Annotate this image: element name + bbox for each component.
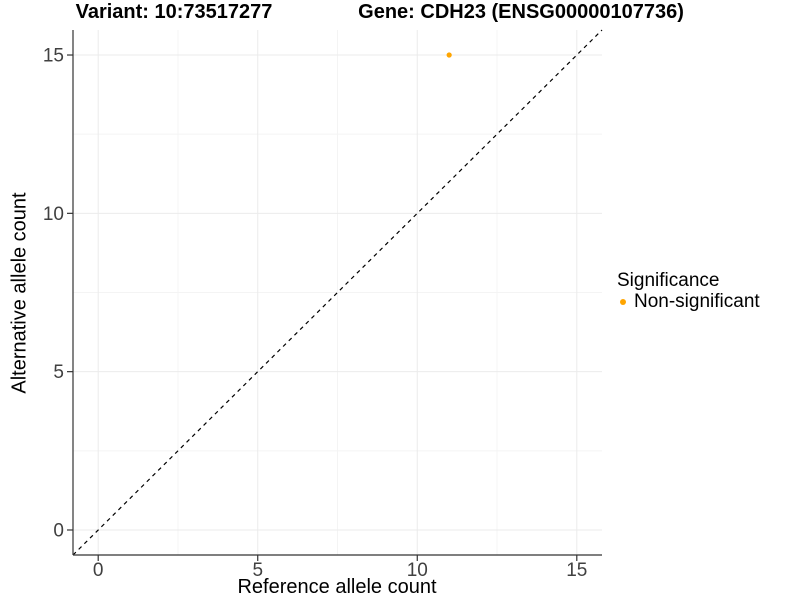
y-axis-label: Alternative allele count <box>8 192 31 394</box>
data-point <box>446 52 452 58</box>
x-tick-label-15: 15 <box>566 560 587 581</box>
legend-point-icon <box>620 298 626 305</box>
y-tick-label-15: 15 <box>43 46 64 67</box>
x-tick-label-5: 5 <box>252 560 263 581</box>
plot-title-gene: Gene: CDH23 (ENSG00000107736) <box>358 1 684 23</box>
x-tick-label-10: 10 <box>407 560 428 581</box>
x-tick-label-0: 0 <box>93 560 104 581</box>
legend-title: Significance <box>617 270 720 291</box>
legend: Significance Non-significant <box>617 271 760 311</box>
plot-title-variant: Variant: 10:73517277 <box>75 1 273 23</box>
y-tick-label-0: 0 <box>53 520 64 541</box>
legend-item-non-significant: Non-significant <box>617 292 760 311</box>
x-axis-label: Reference allele count <box>237 576 437 598</box>
y-tick-label-5: 5 <box>53 362 64 383</box>
y-tick-label-10: 10 <box>43 204 64 225</box>
legend-item-label: Non-significant <box>634 291 760 312</box>
